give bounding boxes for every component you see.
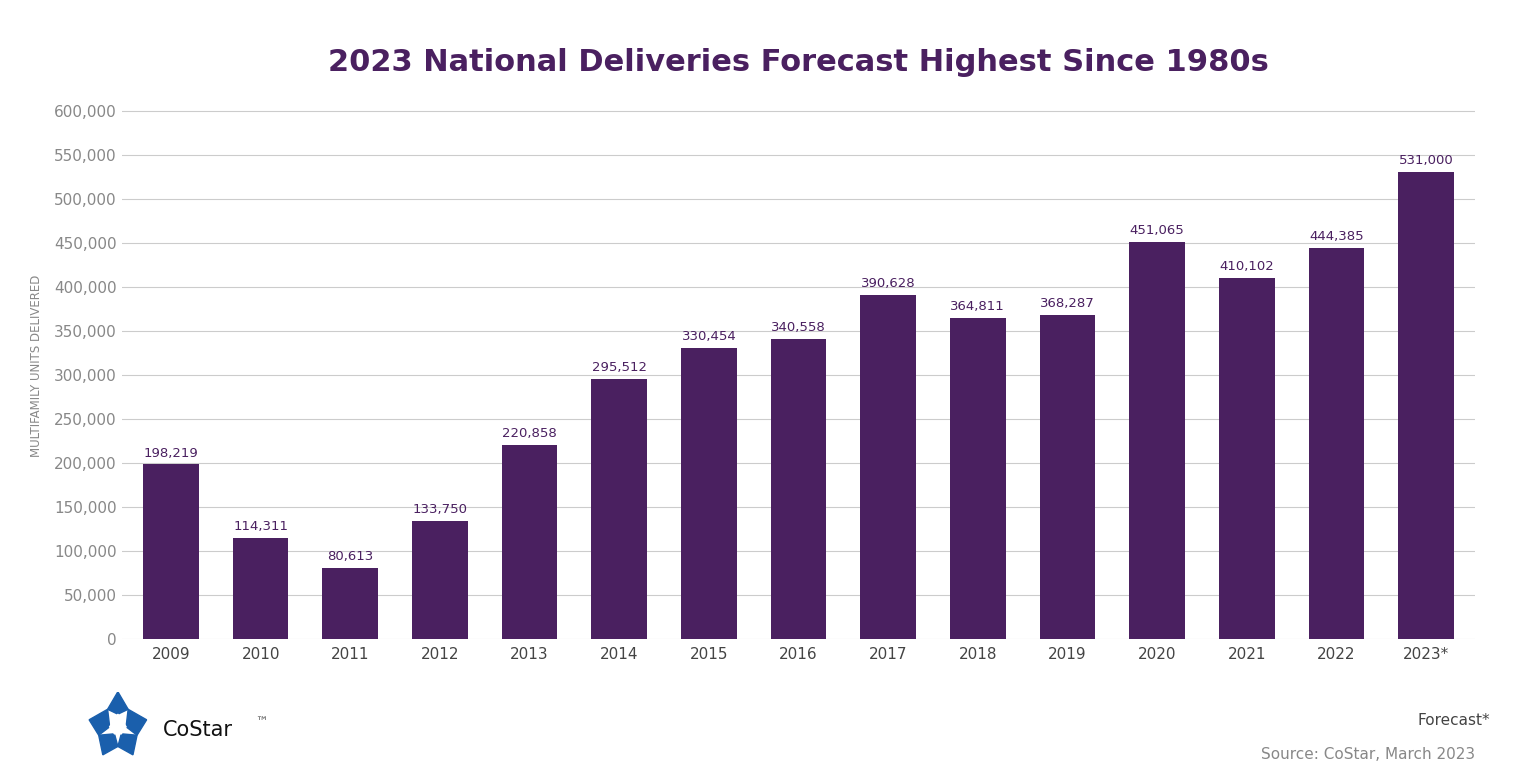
Text: 220,858: 220,858 — [502, 427, 557, 439]
Bar — [412, 521, 468, 639]
Text: 364,811: 364,811 — [951, 300, 1005, 313]
Text: 451,065: 451,065 — [1130, 224, 1185, 238]
Bar — [1129, 242, 1185, 639]
Text: 80,613: 80,613 — [327, 550, 374, 563]
Polygon shape — [126, 709, 146, 735]
Text: 531,000: 531,000 — [1399, 154, 1454, 167]
Bar — [143, 464, 199, 639]
Text: 444,385: 444,385 — [1310, 230, 1364, 243]
Polygon shape — [99, 734, 119, 755]
Text: 340,558: 340,558 — [771, 322, 826, 334]
Bar — [1040, 315, 1095, 639]
Text: 330,454: 330,454 — [681, 330, 736, 344]
Bar — [322, 568, 379, 639]
Bar — [681, 348, 736, 639]
Title: 2023 National Deliveries Forecast Highest Since 1980s: 2023 National Deliveries Forecast Highes… — [329, 48, 1269, 77]
Bar — [592, 379, 646, 639]
Text: 410,102: 410,102 — [1220, 260, 1275, 273]
Text: 390,628: 390,628 — [861, 277, 916, 291]
Text: 198,219: 198,219 — [143, 446, 198, 460]
Polygon shape — [90, 709, 110, 735]
Bar — [233, 538, 289, 639]
Text: CoStar: CoStar — [163, 720, 233, 740]
Bar — [771, 339, 826, 639]
Polygon shape — [110, 714, 126, 734]
Text: ™: ™ — [256, 717, 268, 729]
Polygon shape — [108, 692, 128, 714]
Text: 295,512: 295,512 — [592, 361, 646, 374]
Text: 114,311: 114,311 — [233, 520, 287, 534]
Bar — [1308, 248, 1364, 639]
Text: 368,287: 368,287 — [1040, 297, 1095, 310]
Text: 133,750: 133,750 — [412, 503, 467, 516]
Bar — [1398, 171, 1454, 639]
Bar — [1218, 278, 1275, 639]
Bar — [951, 318, 1005, 639]
Polygon shape — [119, 734, 137, 755]
Text: Forecast*: Forecast* — [1418, 714, 1491, 728]
Bar — [502, 445, 557, 639]
Text: Source: CoStar, March 2023: Source: CoStar, March 2023 — [1261, 747, 1475, 762]
Bar — [861, 295, 916, 639]
Y-axis label: MULTIFAMILY UNITS DELIVERED: MULTIFAMILY UNITS DELIVERED — [30, 275, 43, 457]
